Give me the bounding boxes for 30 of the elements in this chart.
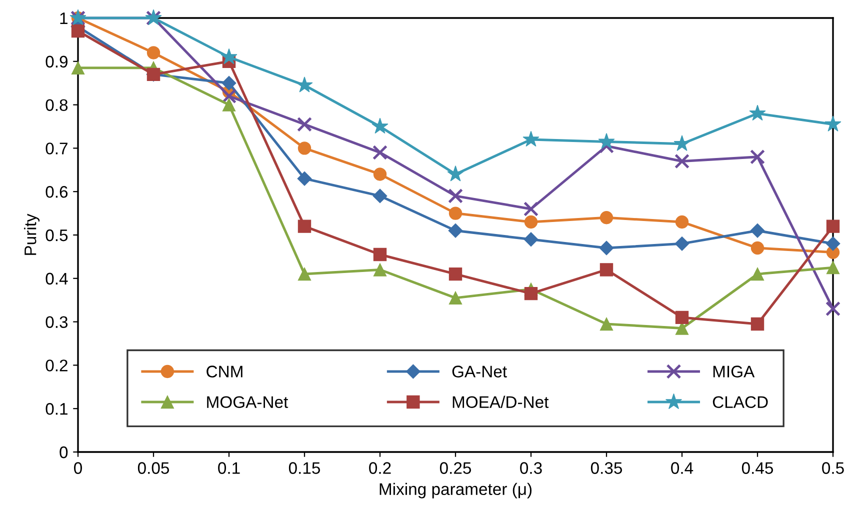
- x-tick-label: 0: [74, 462, 82, 474]
- x-tick-label: 0.05: [138, 462, 170, 474]
- y-tick-label: 1: [60, 12, 68, 24]
- y-tick-label: 0.9: [46, 56, 68, 68]
- legend-label: MIGA: [713, 366, 755, 378]
- y-tick-label: 0.7: [46, 142, 68, 154]
- x-tick-label: 0.1: [218, 462, 240, 474]
- y-tick-label: 0.1: [46, 403, 68, 415]
- legend-label: CNM: [206, 366, 242, 378]
- x-tick-label: 0.4: [671, 462, 694, 474]
- y-axis-title: Purity: [24, 214, 40, 255]
- y-tick-label: 0.8: [46, 99, 68, 112]
- y-tick-label: 0.4: [46, 272, 68, 285]
- legend-label: MOEA/D-Net: [452, 396, 549, 408]
- y-tick-label: 0.2: [46, 360, 68, 372]
- legend-label: GA-Net: [452, 366, 507, 378]
- x-tick-label: 0.15: [288, 462, 320, 474]
- x-tick-label: 0.25: [440, 462, 472, 474]
- y-tick-label: 0: [60, 446, 68, 458]
- x-tick-label: 0.2: [369, 462, 391, 474]
- legend-label: MOGA-Net: [207, 396, 288, 408]
- x-tick-label: 0.35: [590, 462, 622, 474]
- x-tick-label: 0.5: [822, 462, 844, 474]
- y-tick-label: 0.6: [46, 186, 68, 198]
- y-tick-label: 0.3: [46, 316, 68, 328]
- x-tick-label: 0.45: [742, 462, 774, 474]
- x-axis-title: Mixing parameter (μ): [380, 482, 532, 498]
- legend-label: CLACD: [712, 396, 768, 408]
- x-tick-label: 0.3: [520, 462, 542, 474]
- y-tick-label: 0.5: [46, 229, 68, 242]
